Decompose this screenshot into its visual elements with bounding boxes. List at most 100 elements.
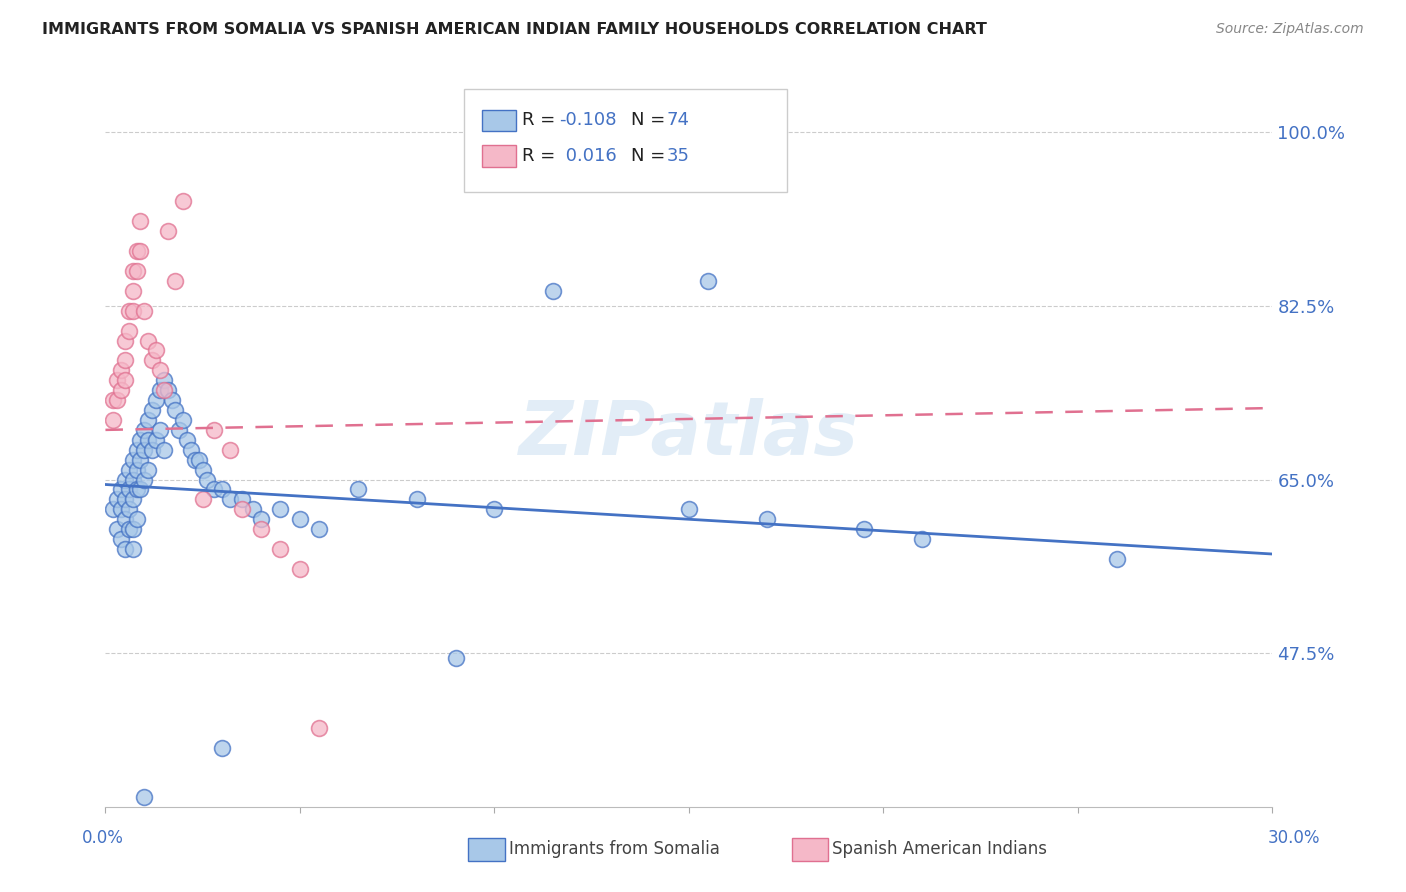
Point: [121, 303, 143, 318]
Point: [103, 393, 125, 408]
Point: [114, 512, 136, 526]
Point: [114, 353, 136, 368]
Point: [118, 462, 141, 476]
Point: [110, 502, 132, 516]
Point: [114, 473, 136, 487]
Point: [103, 413, 125, 427]
Point: [149, 423, 172, 437]
Point: [156, 224, 179, 238]
Point: [211, 483, 233, 497]
Point: [270, 542, 292, 557]
Text: ZIPatlas: ZIPatlas: [519, 399, 859, 471]
Point: [114, 373, 136, 387]
Point: [134, 303, 156, 318]
Text: N =: N =: [631, 112, 671, 129]
Point: [125, 512, 148, 526]
Point: [347, 483, 370, 497]
Point: [114, 334, 136, 348]
Point: [149, 363, 172, 377]
Point: [129, 244, 152, 259]
Point: [103, 502, 125, 516]
Point: [125, 244, 148, 259]
Point: [149, 383, 172, 397]
Point: [118, 502, 141, 516]
Point: [136, 334, 159, 348]
Point: [191, 462, 214, 476]
Point: [231, 502, 253, 516]
Point: [145, 393, 167, 408]
Point: [136, 433, 159, 447]
Point: [134, 423, 156, 437]
Point: [110, 383, 132, 397]
Text: R =: R =: [522, 147, 561, 165]
Point: [308, 721, 330, 735]
Point: [172, 413, 194, 427]
Point: [169, 423, 191, 437]
Point: [118, 324, 141, 338]
Point: [444, 651, 467, 665]
Point: [160, 393, 183, 408]
Point: [308, 522, 330, 536]
Point: [195, 473, 218, 487]
Point: [129, 433, 152, 447]
Point: [191, 492, 214, 507]
Point: [231, 492, 253, 507]
Point: [911, 532, 934, 546]
Point: [165, 274, 187, 288]
Point: [755, 512, 778, 526]
Point: [121, 452, 143, 467]
Point: [134, 790, 156, 805]
Point: [141, 403, 163, 417]
Point: [288, 512, 311, 526]
Text: N =: N =: [631, 147, 671, 165]
Point: [697, 274, 720, 288]
Point: [121, 522, 143, 536]
Text: Spanish American Indians: Spanish American Indians: [832, 840, 1047, 858]
Point: [145, 343, 167, 358]
Point: [678, 502, 700, 516]
Point: [145, 433, 167, 447]
Point: [125, 264, 148, 278]
Point: [114, 542, 136, 557]
Point: [176, 433, 198, 447]
Point: [288, 562, 311, 576]
Point: [405, 492, 427, 507]
Point: [250, 522, 273, 536]
Text: IMMIGRANTS FROM SOMALIA VS SPANISH AMERICAN INDIAN FAMILY HOUSEHOLDS CORRELATION: IMMIGRANTS FROM SOMALIA VS SPANISH AMERI…: [42, 22, 987, 37]
Point: [114, 492, 136, 507]
Point: [129, 483, 152, 497]
Point: [141, 442, 163, 457]
Point: [118, 483, 141, 497]
Point: [250, 512, 273, 526]
Point: [110, 483, 132, 497]
Point: [211, 740, 233, 755]
Point: [136, 462, 159, 476]
Point: [136, 413, 159, 427]
Point: [121, 473, 143, 487]
Point: [121, 264, 143, 278]
Point: [110, 532, 132, 546]
Text: 74: 74: [666, 112, 689, 129]
Point: [219, 492, 242, 507]
Text: Immigrants from Somalia: Immigrants from Somalia: [509, 840, 720, 858]
Point: [202, 483, 225, 497]
Point: [118, 303, 141, 318]
Point: [270, 502, 292, 516]
Text: 30.0%: 30.0%: [1267, 830, 1320, 847]
Point: [134, 442, 156, 457]
Point: [105, 522, 128, 536]
Point: [219, 442, 242, 457]
Point: [125, 483, 148, 497]
Point: [105, 373, 128, 387]
Point: [153, 383, 174, 397]
Point: [165, 403, 187, 417]
Point: [134, 473, 156, 487]
Point: [541, 284, 564, 298]
Text: Source: ZipAtlas.com: Source: ZipAtlas.com: [1216, 22, 1364, 37]
Point: [129, 214, 152, 228]
Point: [105, 492, 128, 507]
Point: [852, 522, 875, 536]
Point: [118, 522, 141, 536]
Text: 0.016: 0.016: [560, 147, 616, 165]
Point: [1105, 552, 1128, 566]
